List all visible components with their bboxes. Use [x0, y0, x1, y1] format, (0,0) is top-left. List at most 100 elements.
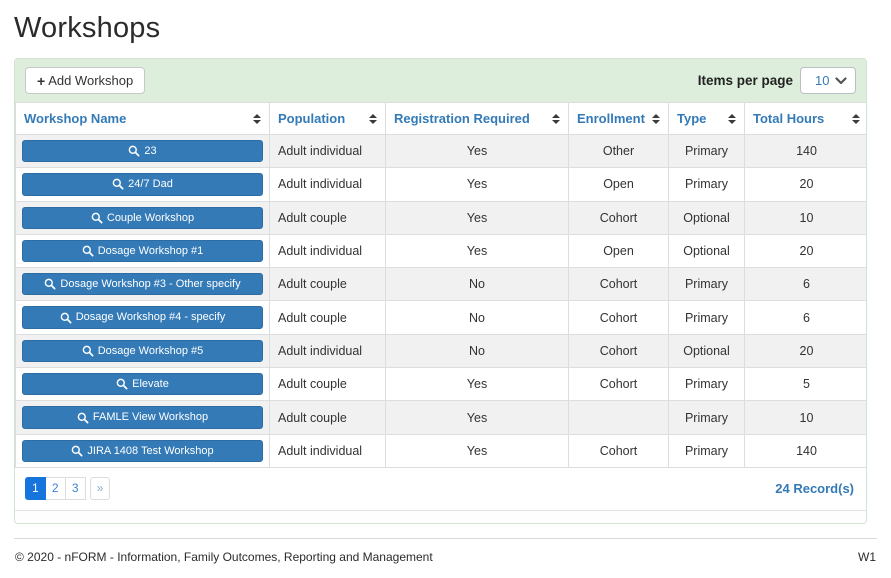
sort-icon: [728, 113, 736, 124]
population-cell: Adult individual: [269, 167, 386, 202]
table-row: Elevate Adult couple Yes Cohort Primary …: [15, 367, 866, 402]
registration-required-cell: Yes: [385, 400, 569, 435]
workshop-name-label: Couple Workshop: [106, 211, 195, 224]
workshop-detail-button[interactable]: Dosage Workshop #4 - specify: [22, 306, 263, 329]
total-hours-cell: 5: [744, 367, 866, 402]
workshop-detail-button[interactable]: Dosage Workshop #5: [22, 339, 263, 363]
table-row: 24/7 Dad Adult individual Yes Open Prima…: [15, 167, 866, 202]
enrollment-cell: Cohort: [568, 267, 669, 302]
workshop-detail-button[interactable]: Dosage Workshop #1: [22, 239, 263, 263]
workshops-panel: + Add Workshop Items per page 10: [14, 58, 867, 524]
page-button[interactable]: 2: [45, 476, 66, 500]
workshop-detail-button[interactable]: FAMLE View Workshop: [22, 406, 263, 429]
pagination-bar: 1 2 3» 24 Record(s): [15, 468, 866, 510]
copyright-text: © 2020 - nFORM - Information, Family Out…: [15, 549, 433, 564]
enrollment-cell: Cohort: [568, 367, 669, 402]
population-cell: Adult couple: [269, 367, 386, 402]
page-button[interactable]: 3: [65, 476, 86, 500]
panel-bottom-strip: [15, 509, 866, 523]
workshop-name-label: Dosage Workshop #1: [97, 244, 204, 257]
magnifier-icon: [45, 278, 56, 290]
magnifier-icon: [91, 212, 103, 224]
type-cell: Primary: [668, 133, 745, 169]
column-label: Type: [677, 111, 707, 126]
enrollment-cell: Open: [568, 167, 669, 202]
next-page-button[interactable]: »: [89, 476, 111, 500]
registration-required-cell: No: [385, 333, 569, 369]
workshop-name-label: Dosage Workshop #3 - Other specify: [60, 278, 241, 291]
magnifier-icon: [77, 412, 89, 424]
enrollment-cell: Cohort: [568, 433, 669, 468]
workshop-detail-button[interactable]: Couple Workshop: [22, 206, 263, 229]
table-row: Couple Workshop Adult couple Yes Cohort …: [15, 200, 866, 235]
table-row: JIRA 1408 Test Workshop Adult individual…: [15, 433, 866, 468]
total-hours-cell: 10: [744, 400, 866, 435]
total-hours-cell: 20: [744, 167, 866, 202]
magnifier-icon: [60, 312, 72, 324]
type-cell: Optional: [668, 200, 745, 235]
sort-icon: [652, 113, 660, 124]
total-hours-cell: 10: [744, 200, 866, 235]
population-cell: Adult couple: [269, 267, 386, 302]
chevron-down-icon: [835, 76, 847, 85]
population-cell: Adult individual: [269, 133, 386, 169]
type-cell: Primary: [668, 167, 745, 202]
population-cell: Adult individual: [269, 433, 386, 468]
workshop-detail-button[interactable]: 24/7 Dad: [22, 173, 263, 196]
workshop-name-label: Dosage Workshop #5: [97, 344, 204, 357]
items-per-page-label: Items per page: [697, 73, 793, 88]
column-header-total-hours[interactable]: Total Hours: [744, 102, 866, 135]
registration-required-cell: Yes: [385, 167, 569, 202]
enrollment-cell: Other: [568, 133, 669, 169]
column-label: Population: [278, 111, 346, 126]
magnifier-icon: [116, 378, 128, 390]
registration-required-cell: Yes: [385, 233, 569, 269]
column-header-population[interactable]: Population: [269, 102, 386, 135]
column-label: Registration Required: [394, 111, 530, 126]
pager: 1 2 3»: [25, 476, 111, 500]
total-hours-cell: 140: [744, 133, 866, 169]
population-cell: Adult couple: [269, 200, 386, 235]
magnifier-icon: [72, 445, 83, 457]
registration-required-cell: No: [385, 267, 569, 302]
registration-required-cell: Yes: [385, 367, 569, 402]
population-cell: Adult couple: [269, 300, 386, 335]
table-row: 23 Adult individual Yes Other Primary 14…: [15, 133, 866, 169]
total-hours-cell: 20: [744, 333, 866, 369]
type-cell: Primary: [668, 433, 745, 468]
table-header-row: Workshop Name Population Registration Re…: [15, 102, 866, 135]
column-header-type[interactable]: Type: [668, 102, 745, 135]
type-cell: Primary: [668, 300, 745, 335]
total-hours-cell: 6: [744, 300, 866, 335]
enrollment-cell: Cohort: [568, 200, 669, 235]
table-row: Dosage Workshop #1 Adult individual Yes …: [15, 233, 866, 269]
workshop-detail-button[interactable]: 23: [22, 140, 263, 163]
toolbar: + Add Workshop Items per page 10: [15, 59, 866, 102]
page-title: Workshops: [14, 12, 161, 44]
table-row: FAMLE View Workshop Adult couple Yes Pri…: [15, 400, 866, 435]
column-header-registration-required[interactable]: Registration Required: [385, 102, 569, 135]
column-label: Total Hours: [753, 111, 825, 126]
registration-required-cell: No: [385, 300, 569, 335]
table-row: Dosage Workshop #4 - specify Adult coupl…: [15, 300, 866, 335]
column-header-enrollment[interactable]: Enrollment: [568, 102, 669, 135]
total-hours-cell: 140: [744, 433, 866, 468]
plus-icon: +: [37, 72, 46, 89]
version-label: W1: [858, 549, 876, 564]
column-header-workshop-name[interactable]: Workshop Name: [15, 102, 270, 135]
column-label: Enrollment: [577, 111, 645, 126]
workshop-detail-button[interactable]: Elevate: [22, 373, 263, 396]
items-per-page: Items per page 10: [698, 67, 856, 94]
type-cell: Primary: [668, 367, 745, 402]
magnifier-icon: [129, 145, 140, 157]
enrollment-cell: Open: [568, 233, 669, 269]
population-cell: Adult couple: [269, 400, 386, 435]
registration-required-cell: Yes: [385, 200, 569, 235]
add-workshop-button[interactable]: + Add Workshop: [25, 67, 146, 94]
items-per-page-select[interactable]: 10: [800, 67, 856, 94]
workshop-detail-button[interactable]: JIRA 1408 Test Workshop: [22, 439, 263, 462]
sort-icon: [253, 113, 261, 124]
workshop-detail-button[interactable]: Dosage Workshop #3 - Other specify: [22, 273, 263, 296]
table-row: Dosage Workshop #5 Adult individual No C…: [15, 333, 866, 369]
page-button[interactable]: 1: [25, 476, 46, 500]
